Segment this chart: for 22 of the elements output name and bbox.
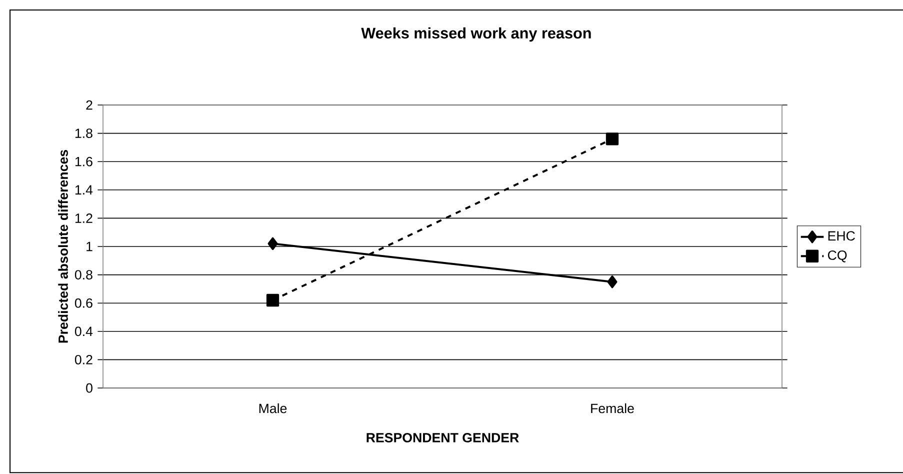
y-tick-label: 0.4 (74, 326, 93, 336)
point (606, 132, 619, 146)
point (268, 237, 278, 250)
y-tick-label: 1.4 (75, 185, 93, 194)
y-tick-label: 0 (86, 383, 92, 393)
y-tick-label: 0.2 (74, 354, 92, 364)
point (607, 276, 618, 288)
x-tick-label: Female (591, 403, 634, 414)
point (266, 294, 280, 307)
y-tick-label: 1.6 (75, 156, 92, 166)
y-tick-label: 1 (86, 242, 92, 252)
x-tick-label: Male (259, 403, 287, 414)
y-tick-label: 1.8 (75, 128, 92, 138)
legend-label: CQ (828, 250, 847, 262)
legend-label: EHC (828, 231, 855, 241)
chart-title: Weeks missed work any reason (361, 27, 591, 42)
y-tick-label: 2 (86, 100, 92, 110)
y-tick-label: 1.2 (75, 214, 92, 223)
y-tick-label: 0.6 (74, 298, 92, 308)
y-tick-label: 0.8 (74, 270, 92, 280)
y-axis-title: Predicted absolute differences (58, 150, 68, 343)
x-axis-title: RESPONDENT GENDER (366, 432, 519, 442)
